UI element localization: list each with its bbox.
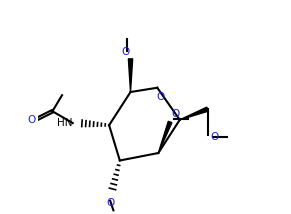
Text: O: O xyxy=(106,198,114,208)
Polygon shape xyxy=(158,121,172,153)
Text: O: O xyxy=(156,92,165,102)
Text: O: O xyxy=(172,109,180,119)
Text: O: O xyxy=(122,47,130,57)
Text: O: O xyxy=(210,132,218,142)
Polygon shape xyxy=(128,59,133,92)
Polygon shape xyxy=(180,107,208,120)
Text: O: O xyxy=(27,115,36,125)
Text: HN: HN xyxy=(57,118,73,128)
